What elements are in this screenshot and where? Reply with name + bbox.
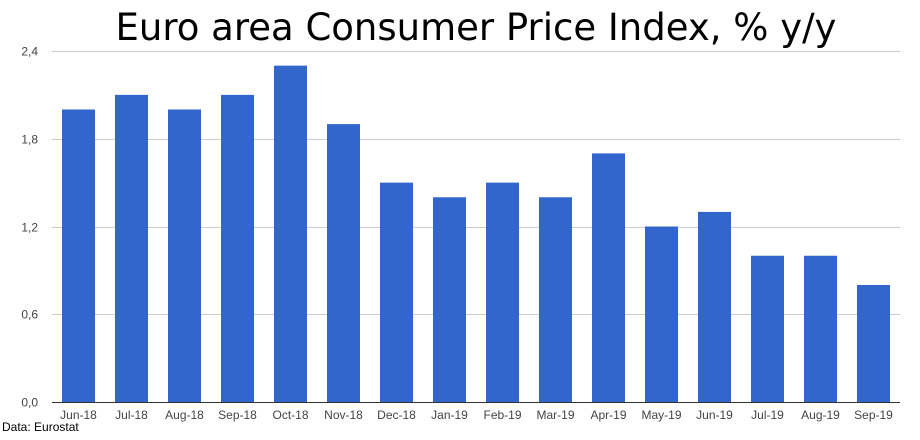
bar — [168, 109, 201, 402]
bar — [380, 182, 413, 402]
x-tick-label: Sep-18 — [218, 408, 257, 422]
bar — [539, 197, 572, 402]
bar — [592, 153, 625, 402]
x-tick-label: Jun-19 — [696, 408, 733, 422]
bar — [857, 285, 890, 402]
bar — [115, 94, 148, 402]
x-tick-label: Jun-18 — [60, 408, 97, 422]
chart-title: Euro area Consumer Price Index, % y/y — [115, 6, 837, 49]
x-tick-label: Aug-19 — [801, 408, 840, 422]
y-tick-label: 1,2 — [21, 221, 38, 235]
x-tick-label: Feb-19 — [483, 408, 521, 422]
x-tick-label: Aug-18 — [165, 408, 204, 422]
x-tick-label: Apr-19 — [590, 408, 626, 422]
bar — [433, 197, 466, 402]
x-tick-label: Sep-19 — [854, 408, 893, 422]
x-tick-label: May-19 — [641, 408, 681, 422]
bar — [486, 182, 519, 402]
bar — [327, 124, 360, 402]
y-tick-label: 2,4 — [21, 45, 38, 59]
x-tick-label: Dec-18 — [377, 408, 416, 422]
bar — [804, 255, 837, 402]
bar — [698, 211, 731, 402]
y-tick-label: 0,0 — [21, 396, 38, 410]
bar — [751, 255, 784, 402]
bar — [274, 65, 307, 402]
bar — [645, 226, 678, 402]
x-tick-label: Jul-18 — [115, 408, 148, 422]
x-tick-label: Nov-18 — [324, 408, 363, 422]
source-note: Data: Eurostat — [2, 420, 79, 434]
bar — [62, 109, 95, 402]
x-tick-label: Jan-19 — [431, 408, 468, 422]
x-tick-label: Oct-18 — [272, 408, 308, 422]
y-tick-label: 0,6 — [21, 308, 38, 322]
x-tick-label: Jul-19 — [751, 408, 784, 422]
bar — [221, 94, 254, 402]
x-tick-label: Mar-19 — [536, 408, 574, 422]
y-tick-label: 1,8 — [21, 133, 38, 147]
